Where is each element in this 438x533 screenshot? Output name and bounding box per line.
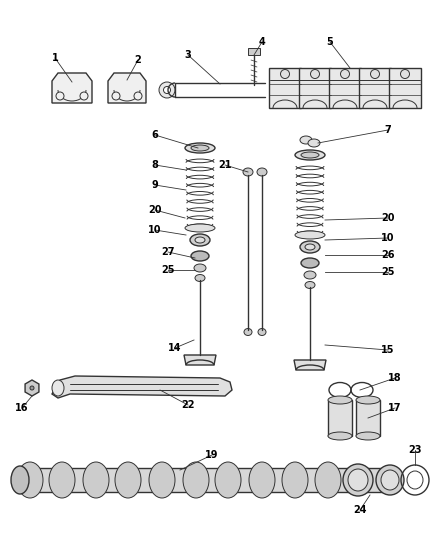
Text: 20: 20 (148, 205, 162, 215)
Text: 20: 20 (381, 213, 395, 223)
Ellipse shape (282, 462, 308, 498)
Text: 10: 10 (381, 233, 395, 243)
Text: 4: 4 (258, 37, 265, 47)
Bar (20, 468, 390, 492)
Ellipse shape (185, 143, 215, 153)
Ellipse shape (356, 396, 380, 404)
Text: 9: 9 (152, 180, 159, 190)
Text: 15: 15 (381, 345, 395, 355)
Ellipse shape (49, 462, 75, 498)
Ellipse shape (301, 152, 319, 158)
Polygon shape (52, 376, 232, 398)
Ellipse shape (149, 462, 175, 498)
Ellipse shape (300, 241, 320, 253)
Text: 27: 27 (161, 247, 175, 257)
Text: 19: 19 (205, 450, 219, 460)
Polygon shape (25, 380, 39, 396)
Ellipse shape (249, 462, 275, 498)
Text: 24: 24 (353, 505, 367, 515)
Polygon shape (52, 73, 92, 103)
Text: 25: 25 (381, 267, 395, 277)
Bar (356, 400, 380, 436)
Text: 2: 2 (134, 55, 141, 65)
Text: 21: 21 (218, 160, 232, 170)
Ellipse shape (308, 139, 320, 147)
Ellipse shape (305, 281, 315, 288)
Ellipse shape (328, 432, 352, 440)
Bar (328, 400, 352, 436)
Polygon shape (184, 355, 216, 365)
Text: 25: 25 (161, 265, 175, 275)
Text: 18: 18 (388, 373, 402, 383)
Ellipse shape (191, 145, 209, 151)
Ellipse shape (11, 466, 29, 494)
Text: 10: 10 (148, 225, 162, 235)
Polygon shape (269, 68, 301, 108)
Ellipse shape (376, 465, 404, 495)
Ellipse shape (328, 396, 352, 404)
Ellipse shape (115, 462, 141, 498)
Ellipse shape (195, 237, 205, 243)
Text: 17: 17 (388, 403, 402, 413)
Ellipse shape (295, 150, 325, 160)
Ellipse shape (257, 168, 267, 176)
Ellipse shape (159, 82, 175, 98)
Ellipse shape (356, 432, 380, 440)
Ellipse shape (80, 92, 88, 100)
Ellipse shape (305, 244, 315, 250)
Ellipse shape (301, 258, 319, 268)
Text: 5: 5 (327, 37, 333, 47)
Ellipse shape (183, 462, 209, 498)
Ellipse shape (300, 136, 312, 144)
Polygon shape (359, 68, 391, 108)
Text: 14: 14 (168, 343, 182, 353)
Ellipse shape (163, 86, 170, 93)
Ellipse shape (400, 69, 410, 78)
Ellipse shape (381, 470, 399, 490)
Ellipse shape (348, 469, 368, 491)
Ellipse shape (295, 231, 325, 239)
Ellipse shape (195, 274, 205, 281)
Text: 26: 26 (381, 250, 395, 260)
Ellipse shape (30, 386, 34, 390)
Text: 23: 23 (408, 445, 422, 455)
Ellipse shape (243, 168, 253, 176)
Ellipse shape (371, 69, 379, 78)
Polygon shape (248, 48, 260, 55)
Ellipse shape (52, 380, 64, 396)
Polygon shape (294, 360, 326, 370)
Ellipse shape (17, 462, 43, 498)
Ellipse shape (191, 251, 209, 261)
Text: 8: 8 (152, 160, 159, 170)
Ellipse shape (343, 464, 373, 496)
Ellipse shape (315, 462, 341, 498)
Text: 3: 3 (185, 50, 191, 60)
Ellipse shape (258, 328, 266, 335)
Polygon shape (389, 68, 421, 108)
Ellipse shape (194, 264, 206, 272)
Text: 6: 6 (152, 130, 159, 140)
Text: 22: 22 (181, 400, 195, 410)
Ellipse shape (112, 92, 120, 100)
Ellipse shape (304, 271, 316, 279)
Ellipse shape (340, 69, 350, 78)
Ellipse shape (280, 69, 290, 78)
Ellipse shape (244, 328, 252, 335)
Ellipse shape (56, 92, 64, 100)
Text: 1: 1 (52, 53, 58, 63)
Polygon shape (108, 73, 146, 103)
Polygon shape (329, 68, 361, 108)
Ellipse shape (311, 69, 319, 78)
Ellipse shape (134, 92, 142, 100)
Text: 7: 7 (385, 125, 392, 135)
Ellipse shape (190, 234, 210, 246)
Ellipse shape (215, 462, 241, 498)
Polygon shape (299, 68, 331, 108)
Ellipse shape (185, 224, 215, 232)
Ellipse shape (83, 462, 109, 498)
Text: 16: 16 (15, 403, 29, 413)
